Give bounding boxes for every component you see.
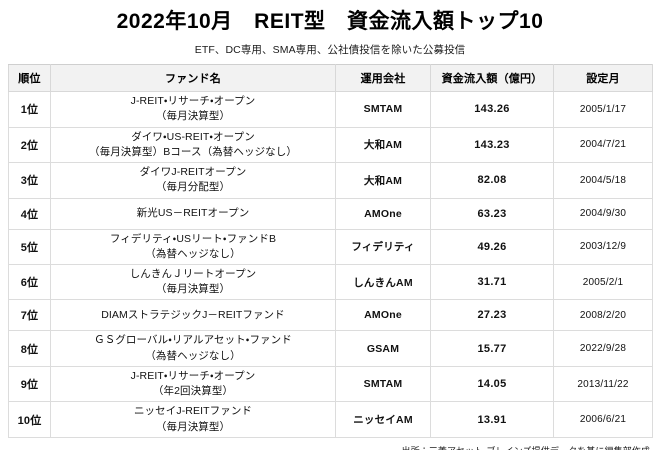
cell-rank: 1位	[8, 91, 51, 128]
cell-fund-name: J-REIT・リサーチ・オープン （年2回決算型）	[50, 365, 336, 403]
cell-management-company: AMOne	[335, 197, 431, 230]
source-note: 出所：三菱アセット・ブレインズ提供データを基に編集部作成	[0, 438, 660, 450]
table-row: 2位 ダイワ・US-REIT・オープン （毎月決算型）Bコース（為替ヘッジなし） 大和…	[8, 126, 653, 164]
cell-rank: 7位	[8, 299, 51, 332]
cell-rank: 2位	[8, 126, 51, 164]
cell-management-company: しんきんAM	[335, 263, 431, 301]
cell-net-inflow: 63.23	[430, 197, 554, 230]
cell-inception-date: 2004/5/18	[553, 162, 653, 199]
cell-management-company: SMTAM	[335, 365, 431, 403]
column-header-rank: 順位	[8, 64, 51, 93]
table-header: 順位 ファンド名 運用会社 資金流入額（億円） 設定月	[8, 64, 653, 93]
cell-inception-date: 2006/6/21	[553, 401, 653, 438]
fund-name-line-2: （毎月決算型）Bコース（為替ヘッジなし）	[89, 145, 297, 158]
cell-rank: 10位	[8, 401, 51, 438]
cell-fund-name: ニッセイJ-REITファンド （毎月決算型）	[50, 401, 336, 438]
table-row: 8位 ＧＳグローバル・リアルアセット・ファンド （為替ヘッジなし） GSAM 15.77…	[8, 330, 653, 367]
fund-name-line-1: しんきんＪリートオープン	[129, 268, 257, 280]
fund-name-line-1: J-REIT・リサーチ・オープン	[130, 95, 256, 108]
cell-rank: 3位	[8, 162, 51, 199]
fund-name-line-1: フィデリティ・USリート・ファンドB	[109, 232, 277, 245]
cell-rank: 9位	[8, 365, 51, 403]
cell-fund-name: ＧＳグローバル・リアルアセット・ファンド （為替ヘッジなし）	[50, 330, 336, 367]
cell-fund-name: しんきんＪリートオープン （毎月決算型）	[50, 263, 336, 301]
fund-name-line-2: （毎月決算型）	[155, 283, 231, 296]
cell-management-company: GSAM	[335, 330, 431, 367]
cell-fund-name: ダイワ・US-REIT・オープン （毎月決算型）Bコース（為替ヘッジなし）	[50, 126, 336, 164]
table-row: 9位 J-REIT・リサーチ・オープン （年2回決算型） SMTAM 14.05 2013…	[8, 365, 653, 403]
table-row: 3位 ダイワJ-REITオープン （毎月分配型） 大和AM 82.08 2004/5/18	[8, 162, 653, 199]
column-header-management-company: 運用会社	[335, 64, 431, 93]
cell-net-inflow: 13.91	[430, 401, 554, 438]
fund-name-line-2: （毎月決算型）	[155, 420, 231, 433]
fund-name-line-2: （為替ヘッジなし）	[145, 247, 241, 260]
cell-management-company: ニッセイAM	[335, 401, 431, 438]
fund-name-line-1: DIAMストラテジックJ－REITファンド	[101, 308, 285, 321]
cell-inception-date: 2004/7/21	[553, 126, 653, 164]
cell-fund-name: 新光US－REITオープン	[50, 197, 336, 230]
cell-management-company: フィデリティ	[335, 228, 431, 266]
cell-inception-date: 2008/2/20	[553, 299, 653, 332]
cell-management-company: 大和AM	[335, 162, 431, 199]
fund-name-line-2: （為替ヘッジなし）	[145, 349, 241, 362]
cell-net-inflow: 31.71	[430, 263, 554, 301]
table-row: 5位 フィデリティ・USリート・ファンドB （為替ヘッジなし） フィデリティ 49.26…	[8, 228, 653, 266]
cell-rank: 5位	[8, 228, 51, 266]
table-container: 順位 ファンド名 運用会社 資金流入額（億円） 設定月 1位 J-REIT・リサー…	[8, 64, 653, 438]
cell-management-company: SMTAM	[335, 91, 431, 128]
fund-name-line-1: J-REIT・リサーチ・オープン	[130, 369, 256, 382]
cell-net-inflow: 14.05	[430, 365, 554, 403]
cell-fund-name: J-REIT・リサーチ・オープン （毎月決算型）	[50, 91, 336, 128]
table-row: 4位 新光US－REITオープン AMOne 63.23 2004/9/30	[8, 197, 653, 230]
cell-inception-date: 2005/2/1	[553, 263, 653, 301]
cell-inception-date: 2013/11/22	[553, 365, 653, 403]
cell-net-inflow: 143.26	[430, 91, 554, 128]
table-row: 1位 J-REIT・リサーチ・オープン （毎月決算型） SMTAM 143.26 2005…	[8, 91, 653, 128]
fund-name-line-2: （年2回決算型）	[152, 385, 234, 398]
fund-name-line-1: ニッセイJ-REITファンド	[133, 405, 253, 418]
column-header-inception-date: 設定月	[553, 64, 653, 93]
table-row: 6位 しんきんＪリートオープン （毎月決算型） しんきんAM 31.71 2005/2/1	[8, 263, 653, 301]
fund-name-line-1: 新光US－REITオープン	[136, 206, 250, 219]
fund-name-line-1: ダイワJ-REITオープン	[139, 166, 247, 179]
reit-ranking-table: 順位 ファンド名 運用会社 資金流入額（億円） 設定月 1位 J-REIT・リサー…	[8, 64, 653, 438]
table-body: 1位 J-REIT・リサーチ・オープン （毎月決算型） SMTAM 143.26 2005…	[8, 91, 653, 438]
fund-name-line-1: ＧＳグローバル・リアルアセット・ファンド	[94, 334, 292, 347]
cell-fund-name: DIAMストラテジックJ－REITファンド	[50, 299, 336, 332]
cell-management-company: 大和AM	[335, 126, 431, 164]
column-header-net-inflow: 資金流入額（億円）	[430, 64, 554, 93]
cell-net-inflow: 27.23	[430, 299, 554, 332]
cell-net-inflow: 82.08	[430, 162, 554, 199]
cell-inception-date: 2003/12/9	[553, 228, 653, 266]
column-header-fund-name: ファンド名	[50, 64, 336, 93]
cell-net-inflow: 49.26	[430, 228, 554, 266]
fund-name-line-2: （毎月分配型）	[155, 181, 231, 194]
cell-management-company: AMOne	[335, 299, 431, 332]
table-header-row: 順位 ファンド名 運用会社 資金流入額（億円） 設定月	[8, 64, 653, 93]
fund-name-line-2: （毎月決算型）	[155, 110, 231, 123]
cell-fund-name: ダイワJ-REITオープン （毎月分配型）	[50, 162, 336, 199]
table-row: 7位 DIAMストラテジックJ－REITファンド AMOne 27.23 2008/2/…	[8, 299, 653, 332]
cell-net-inflow: 143.23	[430, 126, 554, 164]
fund-name-line-1: ダイワ・US-REIT・オープン	[131, 130, 255, 143]
page-subtitle: ETF、DC専用、SMA専用、公社債投信を除いた公募投信	[194, 44, 466, 57]
cell-inception-date: 2022/9/28	[553, 330, 653, 367]
cell-rank: 6位	[8, 263, 51, 301]
cell-net-inflow: 15.77	[430, 330, 554, 367]
page-title: 2022年10月 REIT型 資金流入額トップ10	[116, 10, 544, 33]
cell-rank: 4位	[8, 197, 51, 230]
cell-fund-name: フィデリティ・USリート・ファンドB （為替ヘッジなし）	[50, 228, 336, 266]
cell-inception-date: 2005/1/17	[553, 91, 653, 128]
table-row: 10位 ニッセイJ-REITファンド （毎月決算型） ニッセイAM 13.91 2006/…	[8, 401, 653, 438]
cell-rank: 8位	[8, 330, 51, 367]
cell-inception-date: 2004/9/30	[553, 197, 653, 230]
